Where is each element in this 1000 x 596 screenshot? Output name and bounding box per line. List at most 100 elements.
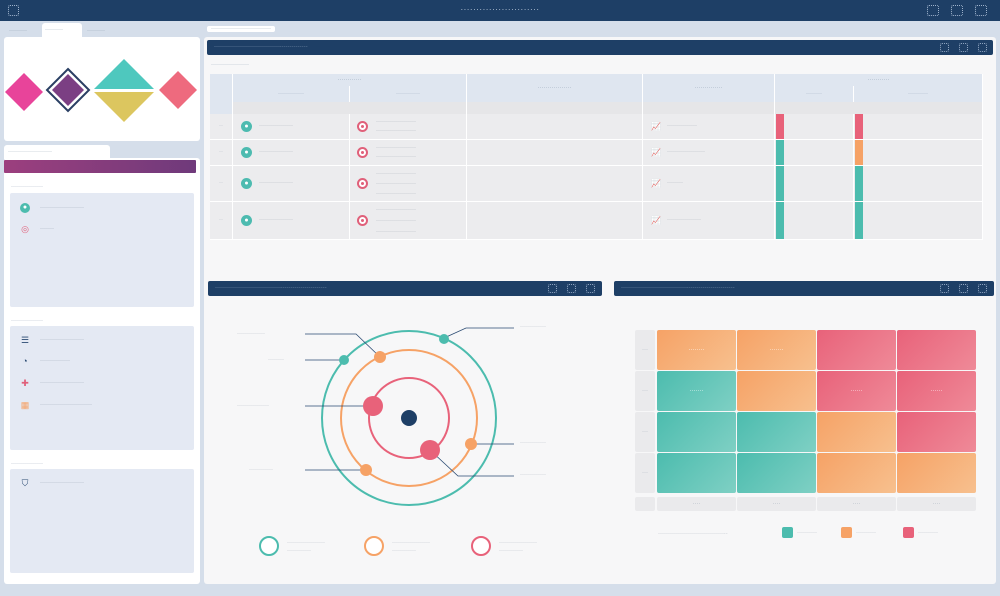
- sidebar-group-1: ● ······················ ◎ ·······: [10, 193, 194, 307]
- sidebar-tabs: ········· ········· ·········: [4, 23, 200, 37]
- sidebar-item-pie[interactable]: ◔ ···············: [10, 354, 194, 368]
- callout-label-2: ········: [268, 357, 284, 363]
- filter-icon[interactable]: [940, 43, 949, 52]
- legend-text-3a: ···················: [499, 540, 537, 546]
- legend-text-2a: ···················: [392, 540, 430, 546]
- table-group-header-2[interactable]: ·················: [467, 74, 643, 102]
- table-sub-header-1[interactable]: ·············: [233, 86, 350, 102]
- goal-text-1: ····················: [376, 119, 416, 125]
- table-corner-header: [210, 74, 233, 114]
- center-dot: [401, 410, 417, 426]
- status-cell-2: [854, 202, 983, 239]
- sidebar-item-user[interactable]: ● ······················: [10, 201, 194, 215]
- heatmap-cell[interactable]: [817, 453, 896, 493]
- heatmap-cell[interactable]: [737, 371, 816, 411]
- shield-icon: ⛉: [21, 478, 29, 488]
- trend-text: ···············: [667, 123, 697, 129]
- heatmap-cell[interactable]: [657, 412, 736, 452]
- heatmap-cell[interactable]: ······: [897, 371, 976, 411]
- logo-diamond-red: [159, 71, 197, 109]
- expand-icon[interactable]: [586, 284, 595, 293]
- sidebar-item-puzzle[interactable]: ✚ ······················: [10, 376, 194, 390]
- sidebar-item-label: ······················: [40, 205, 84, 211]
- legend-text-1b: ············: [287, 548, 311, 554]
- table-sub-header-3[interactable]: ········: [775, 86, 854, 102]
- goal-cell: ···················· ···················…: [350, 114, 467, 139]
- heatmap-column-label: ····: [737, 497, 816, 511]
- status-cell-2: [854, 140, 983, 165]
- trend-text: ···················: [667, 149, 705, 155]
- sidebar-tab-3[interactable]: ·········: [87, 28, 105, 34]
- heatmap-cell[interactable]: [817, 412, 896, 452]
- sidebar-item-target[interactable]: ◎ ·······: [10, 222, 194, 236]
- sidebar-tab-1[interactable]: ·········: [9, 28, 27, 34]
- heatmap-cell[interactable]: [737, 453, 816, 493]
- sidebar-item-label: ·······: [40, 226, 54, 232]
- legend-ring-red: [471, 536, 491, 556]
- heatmap-row-label: ···: [635, 371, 655, 411]
- status-cell-1: [775, 202, 854, 239]
- minimize-icon[interactable]: [927, 5, 939, 16]
- expand-icon[interactable]: [978, 43, 987, 52]
- owner-cell: ● ·················: [233, 166, 350, 201]
- heatmap-cell[interactable]: [897, 412, 976, 452]
- settings-icon[interactable]: [959, 43, 968, 52]
- owner-cell: ● ·················: [233, 202, 350, 239]
- heatmap-cell[interactable]: [817, 330, 896, 370]
- heatmap-cell[interactable]: ·······: [657, 371, 736, 411]
- marker-orange-3: [465, 438, 477, 450]
- sidebar-item-list[interactable]: ☰ ······················: [10, 333, 194, 347]
- table-row[interactable]: ·· ● ················· ·················…: [210, 202, 983, 240]
- settings-icon[interactable]: [567, 284, 576, 293]
- table-row[interactable]: ·· ● ················· ·················…: [210, 140, 983, 166]
- radar-panel-header: ········································…: [208, 281, 602, 296]
- heatmap-cell[interactable]: [737, 412, 816, 452]
- grid-icon: ▦: [20, 400, 30, 410]
- sidebar-banner: [4, 160, 196, 173]
- close-icon[interactable]: [975, 5, 987, 16]
- maximize-icon[interactable]: [951, 5, 963, 16]
- logo-triangle-yellow: [94, 92, 154, 122]
- filter-icon[interactable]: [548, 284, 557, 293]
- chart-icon: 📈: [651, 148, 661, 157]
- heatmap-cell[interactable]: [897, 453, 976, 493]
- table-row[interactable]: ·· ● ················· ·················…: [210, 166, 983, 202]
- sidebar-panel-tab[interactable]: ······················: [4, 145, 110, 159]
- heatmap-legend-swatch-orange: [841, 527, 852, 538]
- sidebar-item-shield[interactable]: ⛉ ······················: [10, 476, 194, 490]
- table-header-spacer: [467, 102, 643, 114]
- row-number: ··: [219, 149, 223, 155]
- sidebar-group-2: ☰ ······················ ◔ ·············…: [10, 326, 194, 450]
- heatmap-cell[interactable]: [657, 453, 736, 493]
- heatmap-row-label: ···: [635, 412, 655, 452]
- heatmap-cell[interactable]: ········: [657, 330, 736, 370]
- table-sub-header-4[interactable]: ··········: [854, 86, 983, 102]
- table-row[interactable]: ·· ● ················· ·················…: [210, 114, 983, 140]
- status-cell-2: [854, 114, 983, 139]
- goal-cell: ···················· ···················…: [350, 140, 467, 165]
- owner-text: ·················: [259, 217, 293, 223]
- status-cell-1: [775, 114, 854, 139]
- status-bar-1: [776, 140, 784, 165]
- expand-icon[interactable]: [978, 284, 987, 293]
- goal-text-3: ····················: [376, 191, 416, 197]
- trend-cell: 📈 ···················: [643, 140, 775, 165]
- heatmap-legend-swatch-teal: [782, 527, 793, 538]
- table-sub-header-2[interactable]: ············: [350, 86, 467, 102]
- table-group-header-3[interactable]: ··············: [643, 74, 775, 102]
- heatmap-cell[interactable]: [897, 330, 976, 370]
- settings-icon[interactable]: [959, 284, 968, 293]
- target-icon: [357, 215, 368, 226]
- heatmap-cell[interactable]: ······: [817, 371, 896, 411]
- breadcrumb[interactable]: ······························: [207, 26, 275, 32]
- filter-icon[interactable]: [940, 284, 949, 293]
- heatmap-legend-swatch-red: [903, 527, 914, 538]
- table-panel-header: ········································…: [207, 40, 993, 55]
- sidebar-item-grid[interactable]: ▦ ··························: [10, 398, 194, 412]
- sidebar-tab-2[interactable]: ·········: [42, 23, 82, 37]
- heatmap-cell[interactable]: ·······: [737, 330, 816, 370]
- sidebar-section-heading-2: ················: [11, 318, 43, 324]
- status-bar-2: [855, 166, 863, 201]
- owner-cell: ● ·················: [233, 114, 350, 139]
- app-grid-icon[interactable]: [8, 5, 19, 16]
